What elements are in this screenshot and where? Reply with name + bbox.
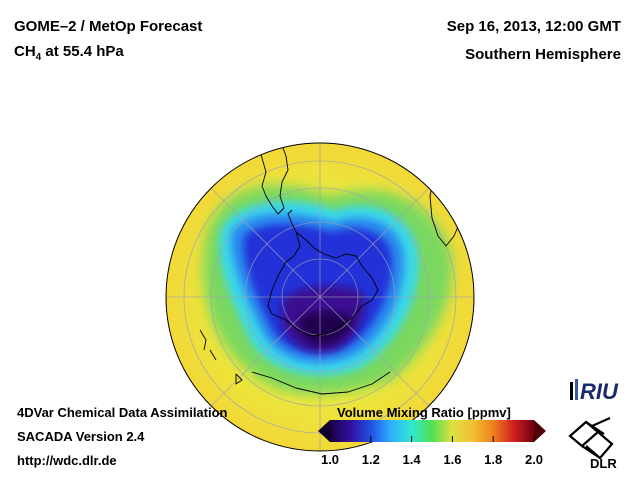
- species-label: CH: [14, 43, 36, 60]
- colorbar-tick-label: 2.0: [524, 452, 544, 467]
- colorbar-high-arrow: [534, 420, 546, 442]
- colorbar: [318, 420, 546, 442]
- species-subscript: 4: [35, 52, 42, 63]
- colorbar-gradient: [330, 420, 534, 442]
- date-label: Sep 16, 2013, 12:00 GMT: [446, 18, 621, 35]
- colorbar-low-arrow: [318, 420, 330, 442]
- riu-bar-1: [570, 382, 573, 400]
- riu-bar-2: [575, 379, 578, 400]
- graticule: [166, 143, 474, 451]
- riu-logo: RIU: [570, 379, 619, 404]
- title-line2: CH4 at 55.4 hPa: [14, 43, 124, 67]
- colorbar-tick-label: 1.0: [320, 452, 340, 467]
- footer-line1: 4DVar Chemical Data Assimilation: [17, 405, 228, 420]
- footer-line3: http://wdc.dlr.de: [17, 453, 117, 468]
- dlr-text: DLR: [590, 456, 617, 470]
- title-line1: GOME–2 / MetOp Forecast: [14, 18, 203, 35]
- colorbar-tick-label: 1.6: [443, 452, 462, 467]
- colorbar-title: Volume Mixing Ratio [ppmv]: [337, 405, 511, 420]
- dlr-emblem: [568, 416, 614, 460]
- region-label: Southern Hemisphere: [465, 46, 621, 63]
- footer-line2: SACADA Version 2.4: [17, 429, 145, 444]
- colorbar-tick-label: 1.2: [361, 452, 380, 467]
- pressure-label: at 55.4 hPa: [41, 43, 124, 60]
- colorbar-tick-label: 1.8: [484, 452, 503, 467]
- riu-text: RIU: [580, 379, 619, 404]
- dlr-logo: DLR: [568, 416, 617, 470]
- colorbar-tick-label: 1.4: [402, 452, 421, 467]
